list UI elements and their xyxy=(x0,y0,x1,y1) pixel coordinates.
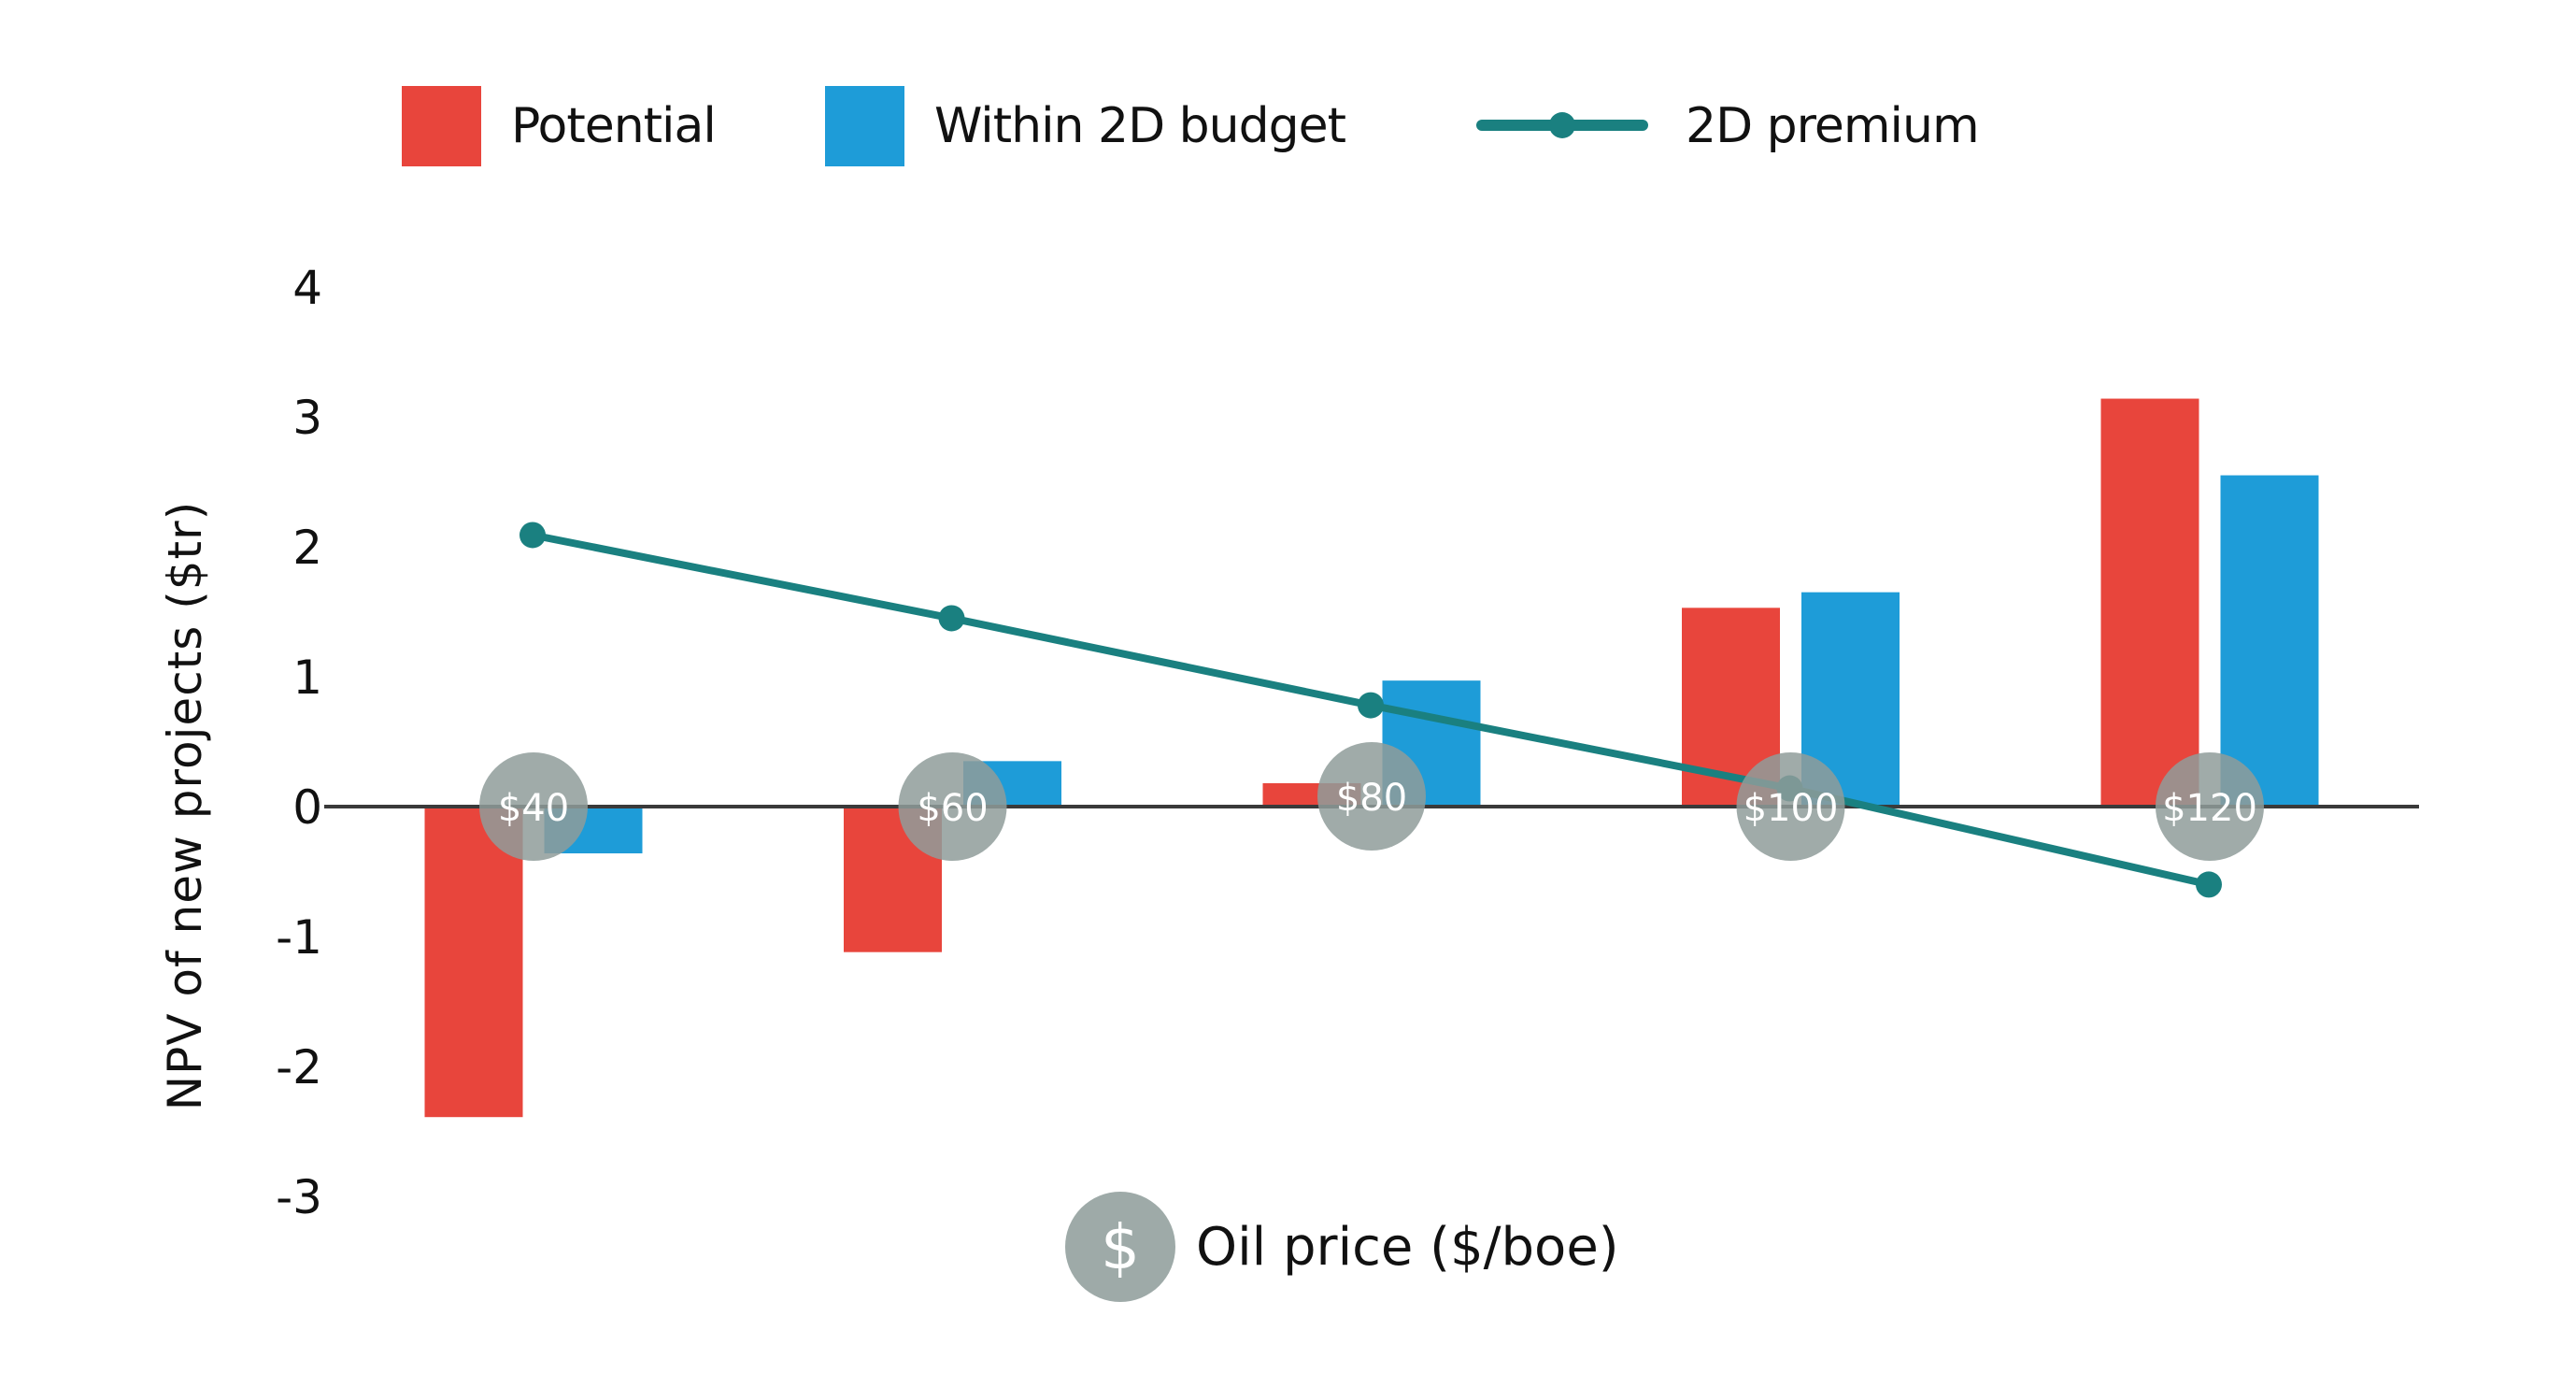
legend-swatch-premium xyxy=(1476,86,1648,166)
x-axis-title: Oil price ($/boe) xyxy=(1196,1216,1619,1278)
legend-label-premium: 2D premium xyxy=(1686,98,1980,154)
price-marker-circle xyxy=(479,752,588,861)
y-axis-title: NPV of new projects ($tr) xyxy=(158,500,212,1111)
y-tick-label: 4 xyxy=(292,261,322,315)
x-tick-label: $60 xyxy=(917,787,988,830)
x-axis-title-group: $ Oil price ($/boe) xyxy=(1065,1192,1619,1302)
premium-point xyxy=(938,605,965,632)
price-marker-circle xyxy=(1736,752,1845,861)
legend-item-potential[interactable]: Potential xyxy=(402,86,717,166)
legend-item-within-budget[interactable]: Within 2D budget xyxy=(825,86,1346,166)
premium-point xyxy=(2196,871,2222,898)
bar-potential xyxy=(424,807,523,1118)
premium-point xyxy=(519,522,546,549)
y-tick-label: -1 xyxy=(276,910,322,965)
y-tick-label: 1 xyxy=(292,651,322,705)
legend-label-within-budget: Within 2D budget xyxy=(934,98,1346,154)
premium-point xyxy=(1358,692,1384,719)
y-tick-label: 0 xyxy=(292,780,322,835)
legend-swatch-potential xyxy=(402,86,481,166)
y-tick-label: -3 xyxy=(276,1170,322,1224)
legend-item-premium[interactable]: 2D premium xyxy=(1476,86,1980,166)
category-markers: $40 $60 $80 $100 $120 xyxy=(479,742,2264,861)
legend: Potential Within 2D budget 2D premium xyxy=(0,86,2576,170)
dollar-icon: $ xyxy=(1065,1192,1175,1302)
price-marker-circle xyxy=(2156,752,2264,861)
x-tick-label: $120 xyxy=(2162,787,2257,830)
price-marker-circle xyxy=(898,752,1007,861)
legend-label-potential: Potential xyxy=(511,98,717,154)
x-tick-label: $40 xyxy=(498,787,569,830)
y-tick-label: 2 xyxy=(292,521,322,575)
price-marker-circle xyxy=(1317,742,1426,851)
y-tick-labels: 4 3 2 1 0 -1 -2 -3 xyxy=(276,261,322,1224)
x-tick-label: $80 xyxy=(1336,777,1407,820)
legend-swatch-within-budget xyxy=(825,86,904,166)
y-tick-label: -2 xyxy=(276,1040,322,1094)
y-tick-label: 3 xyxy=(292,391,322,445)
legend-dot xyxy=(1549,112,1575,138)
x-tick-label: $100 xyxy=(1743,787,1839,830)
bar-within-budget xyxy=(2220,475,2319,807)
bar-potential xyxy=(2100,398,2199,807)
